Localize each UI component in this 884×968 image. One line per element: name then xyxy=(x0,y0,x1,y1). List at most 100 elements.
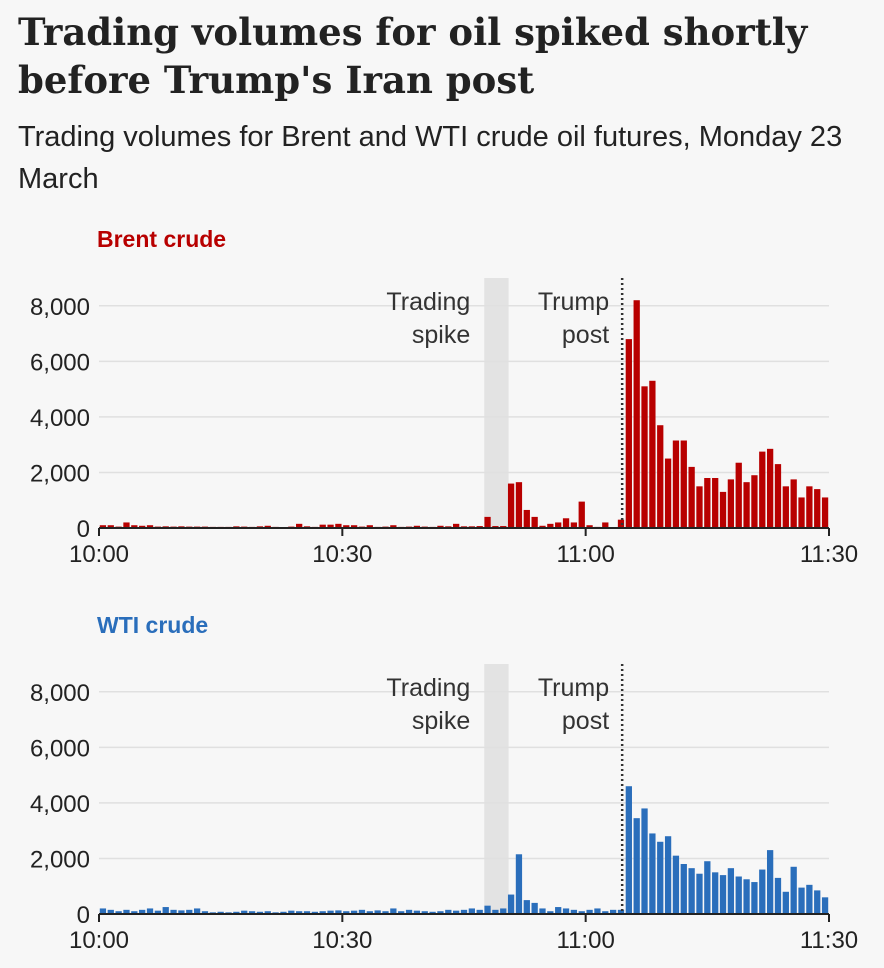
bar xyxy=(374,910,381,914)
y-tick-label: 2,000 xyxy=(30,460,90,487)
bar xyxy=(139,525,146,528)
bar xyxy=(170,909,177,914)
bar xyxy=(704,861,711,914)
bar xyxy=(437,525,444,528)
bar xyxy=(217,911,224,914)
bar xyxy=(774,464,782,528)
bar xyxy=(649,833,656,914)
bar xyxy=(578,911,585,914)
bar xyxy=(821,897,829,914)
trading-spike-annotation: Trading xyxy=(386,674,470,702)
bar xyxy=(476,909,483,914)
bar xyxy=(814,890,821,914)
bar xyxy=(366,525,373,528)
bar xyxy=(814,489,821,528)
bar xyxy=(790,479,797,528)
bar xyxy=(437,911,444,914)
x-tick-label: 11:30 xyxy=(800,541,858,568)
bar xyxy=(555,907,562,914)
bar xyxy=(539,908,546,914)
bar xyxy=(303,911,311,914)
bar xyxy=(798,497,805,528)
bar xyxy=(453,910,460,914)
y-tick-label: 6,000 xyxy=(30,735,90,762)
bar xyxy=(468,908,475,914)
bar xyxy=(515,854,523,914)
bar xyxy=(586,909,593,914)
bar xyxy=(264,911,271,914)
bar xyxy=(178,910,185,914)
wti-chart: 0 2,000 4,000 6,000 8,000 10:00 10:30 11:00 11:3… xyxy=(30,664,858,954)
bar xyxy=(570,909,578,914)
bar xyxy=(680,440,687,528)
bar xyxy=(664,458,672,528)
bar xyxy=(759,869,766,914)
bar xyxy=(657,425,664,528)
brent-chart: 0 2,000 4,000 6,000 8,000 10:00 10:30 11:00 11:3… xyxy=(30,278,858,568)
bar xyxy=(547,911,554,914)
y-tick-label: 8,000 xyxy=(30,680,90,707)
bar xyxy=(696,486,703,528)
x-tick-label: 11:30 xyxy=(800,927,858,954)
bar xyxy=(672,440,680,528)
bar xyxy=(358,909,366,914)
bar xyxy=(578,501,585,528)
bar xyxy=(233,911,240,914)
bar xyxy=(751,475,758,528)
chart-subtitle: Trading volumes for Brent and WTI crude … xyxy=(18,121,843,195)
bar xyxy=(390,908,397,914)
bar xyxy=(248,911,256,914)
bar xyxy=(790,866,797,914)
bar xyxy=(523,509,530,528)
y-tick-label: 0 xyxy=(77,902,90,929)
bar xyxy=(99,908,107,914)
bar xyxy=(657,841,664,914)
trump-post-annotation: post xyxy=(562,707,609,735)
bar xyxy=(327,524,334,528)
bar xyxy=(123,909,130,914)
bar xyxy=(562,518,570,528)
bar xyxy=(735,462,742,528)
bar xyxy=(99,525,107,528)
y-tick-label: 4,000 xyxy=(30,405,90,432)
bar xyxy=(146,525,154,528)
bar xyxy=(453,523,460,528)
bar xyxy=(531,902,538,914)
wti-panel-title: WTI crude xyxy=(97,612,209,638)
bar xyxy=(107,909,114,914)
y-tick-label: 8,000 xyxy=(30,294,90,321)
trump-post-annotation: Trump xyxy=(538,674,609,702)
bar xyxy=(296,523,303,528)
bar xyxy=(680,864,687,914)
bar xyxy=(280,911,287,914)
bar xyxy=(343,525,350,528)
bar xyxy=(288,910,295,914)
bar xyxy=(131,525,138,528)
bar xyxy=(241,910,248,914)
trading-spike-annotation: Trading xyxy=(386,288,470,316)
bar xyxy=(201,911,209,914)
trading-spike-band xyxy=(484,278,509,528)
bar xyxy=(107,525,114,528)
bar xyxy=(555,522,562,528)
bar xyxy=(547,523,554,528)
bar xyxy=(335,523,342,528)
bar xyxy=(186,909,193,914)
bar xyxy=(146,908,154,914)
bar xyxy=(766,448,774,528)
bar xyxy=(641,386,648,528)
bar xyxy=(735,876,742,914)
bar xyxy=(390,525,397,528)
trading-spike-annotation: spike xyxy=(412,321,470,349)
bar xyxy=(319,911,326,914)
bar xyxy=(727,479,735,528)
bar xyxy=(500,908,507,914)
bar xyxy=(633,300,640,528)
x-tick-label: 10:00 xyxy=(69,541,129,568)
bar xyxy=(311,911,318,914)
x-tick-label: 10:30 xyxy=(312,927,372,954)
bar xyxy=(586,525,593,528)
bar xyxy=(193,908,201,914)
bar xyxy=(319,524,326,528)
bar xyxy=(672,855,680,914)
